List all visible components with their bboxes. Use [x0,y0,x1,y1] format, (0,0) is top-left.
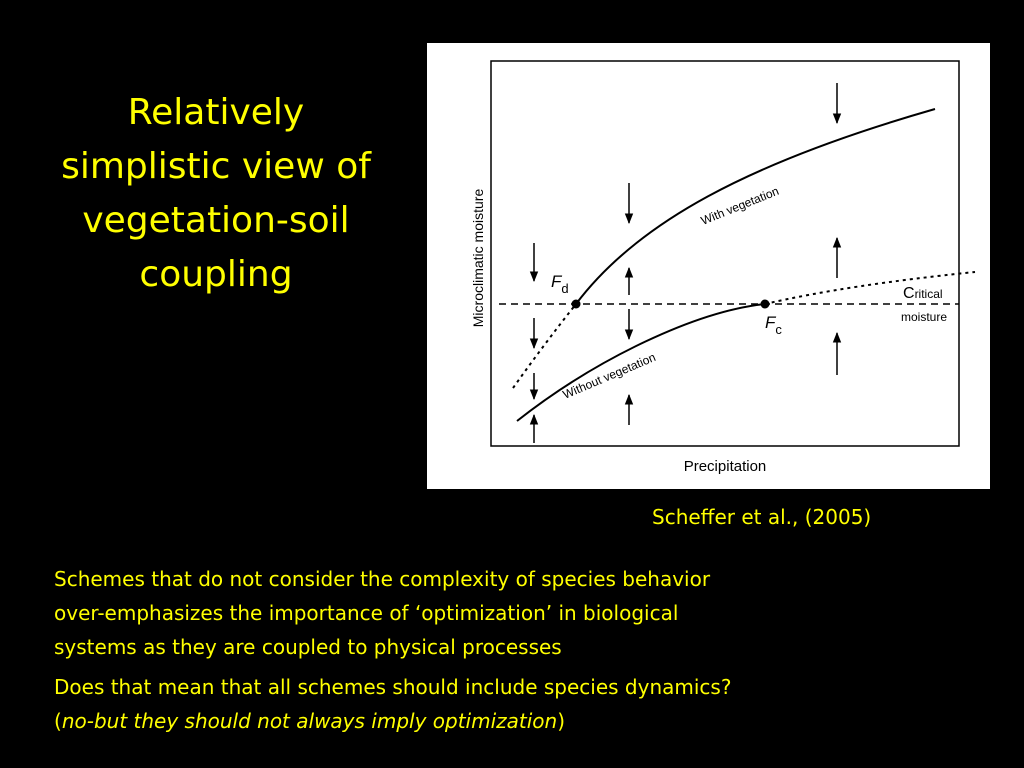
without-vegetation-label: Without vegetation [561,350,658,402]
critical-label: Critical [903,285,943,302]
with-vegetation-label: With vegetation [699,184,781,228]
close-paren: ) [557,709,566,733]
moisture-label: moisture [901,310,947,324]
fd-point [571,299,581,309]
title-line: simplistic view of [61,146,371,187]
figure-panel: Precipitation Microclimatic moisture Fd … [427,43,990,489]
x-axis-label: Precipitation [684,458,767,475]
y-axis-label: Microclimatic moisture [470,189,486,328]
fc-label: Fc [765,313,782,337]
paragraph-schemes: Schemes that do not consider the complex… [54,562,954,664]
slide-title: Relatively simplistic view of vegetation… [20,86,412,302]
open-paren: ( [54,709,62,733]
with-vegetation-curve [575,108,936,305]
paragraph-line: systems as they are coupled to physical … [54,635,562,659]
plot-frame [490,60,960,447]
body-text: Schemes that do not consider the complex… [54,562,954,744]
title-line: Relatively [127,92,305,133]
paragraph-line: over-emphasizes the importance of ‘optim… [54,601,679,625]
answer-italic: no-but they should not always imply opti… [61,709,558,733]
citation: Scheffer et al., (2005) [652,505,872,529]
paragraph-line: Schemes that do not consider the complex… [54,567,711,591]
fd-label: Fd [551,272,569,296]
vegetation-moisture-diagram: Precipitation Microclimatic moisture Fd … [470,60,976,475]
without-vegetation-curve [516,303,766,422]
fc-point [760,299,770,309]
paragraph-answer: (no-but they should not always imply opt… [54,704,954,738]
title-line: vegetation-soil [82,200,350,241]
title-line: coupling [139,254,293,295]
paragraph-line: Does that mean that all schemes should i… [54,675,732,699]
paragraph-question: Does that mean that all schemes should i… [54,670,954,738]
with-vegetation-unstable-branch [512,303,577,389]
without-vegetation-unstable-branch [764,271,976,305]
